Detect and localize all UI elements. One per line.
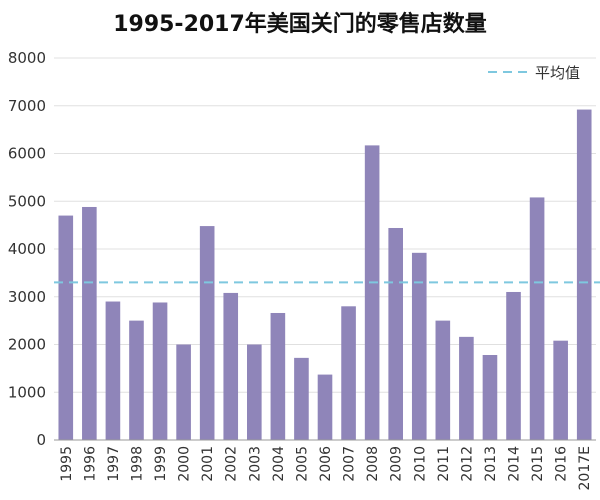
x-tick-label: 1999: [153, 446, 169, 482]
bar-2011: [435, 320, 451, 440]
x-tick-label: 2001: [200, 446, 216, 482]
x-tick-label: 1997: [106, 446, 122, 482]
x-tick-label: 2017E: [577, 446, 593, 490]
x-tick-label: 1995: [59, 446, 75, 482]
bar-2012: [459, 336, 474, 440]
bar-2004: [270, 312, 286, 440]
bar-2007: [341, 306, 356, 440]
y-tick-label: 8000: [8, 49, 46, 67]
x-tick-label: 2000: [177, 446, 193, 482]
bar-2017E: [576, 109, 592, 440]
x-tick-label: 2016: [554, 446, 570, 482]
y-tick-label: 4000: [8, 240, 46, 258]
y-tick-label: 7000: [8, 97, 46, 115]
bars: [58, 109, 592, 440]
x-tick-label: 2005: [294, 446, 310, 482]
bar-1999: [152, 302, 168, 440]
bar-2000: [176, 344, 191, 440]
y-tick-label: 6000: [8, 145, 46, 163]
bar-2005: [294, 357, 309, 440]
bar-1998: [129, 320, 144, 440]
y-tick-label: 0: [36, 431, 46, 449]
chart-title: 1995-2017年美国关门的零售店数量: [113, 12, 487, 37]
bar-2001: [199, 226, 215, 440]
x-tick-label: 2011: [436, 446, 452, 482]
bar-2003: [246, 344, 262, 440]
grid-lines: [54, 57, 596, 393]
legend-label-average: 平均值: [535, 64, 580, 82]
bar-2002: [223, 292, 239, 440]
x-axis-ticks: 1995 1996 1997 1998 1999 2000 2001 2002 2003 2004…: [59, 446, 593, 491]
bar-2013: [482, 355, 498, 440]
bar-2010: [411, 252, 427, 440]
y-tick-label: 5000: [8, 192, 46, 210]
bar-2016: [553, 340, 568, 440]
x-tick-label: 2015: [530, 446, 546, 482]
bar-2014: [506, 291, 521, 440]
x-tick-label: 2013: [483, 446, 499, 482]
y-tick-label: 2000: [8, 336, 46, 354]
x-tick-label: 2014: [507, 446, 523, 482]
bar-2008: [364, 145, 380, 440]
y-tick-label: 3000: [8, 288, 46, 306]
x-tick-label: 2007: [342, 446, 358, 482]
x-tick-label: 2008: [365, 446, 381, 482]
bar-1995: [58, 215, 74, 440]
x-tick-label: 2012: [459, 446, 475, 482]
x-tick-label: 2009: [389, 446, 405, 482]
x-tick-label: 2002: [224, 446, 240, 482]
x-tick-label: 2003: [247, 446, 263, 482]
bar-1996: [82, 206, 97, 440]
x-tick-label: 1998: [129, 446, 145, 482]
bar-2015: [529, 197, 545, 440]
bar-2006: [317, 374, 333, 440]
x-tick-label: 2004: [271, 446, 287, 482]
x-tick-label: 2010: [412, 446, 428, 482]
y-tick-label: 1000: [8, 383, 46, 401]
bar-2009: [388, 227, 404, 440]
x-tick-label: 2006: [318, 446, 334, 482]
bar-1997: [105, 301, 121, 440]
y-axis-ticks: 0 1000 2000 3000 4000 5000 6000 7000 8000: [8, 49, 46, 449]
legend: 平均值: [488, 64, 580, 82]
x-tick-label: 1996: [82, 446, 98, 482]
